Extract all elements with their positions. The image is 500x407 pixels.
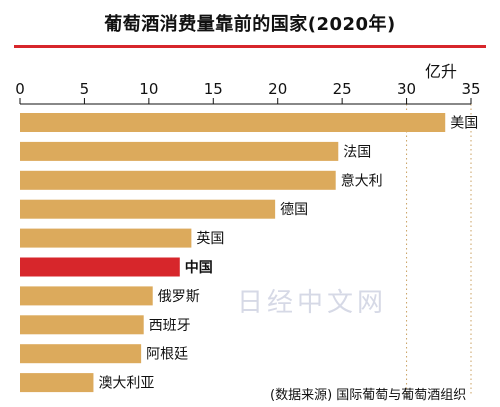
- axis-unit-label: 亿升: [425, 62, 458, 81]
- bar-8: [20, 344, 142, 364]
- bar-1: [20, 141, 339, 161]
- bar-label-3: 德国: [280, 202, 308, 218]
- bar-6: [20, 286, 153, 306]
- x-tick-label-20: 20: [268, 80, 287, 98]
- bar-label-6: 俄罗斯: [158, 289, 200, 305]
- bar-7: [20, 315, 144, 335]
- bar-3: [20, 199, 276, 219]
- bar-label-9: 澳大利亚: [98, 376, 154, 392]
- source-note: (数据来源) 国际葡萄与葡萄酒组织: [270, 388, 467, 403]
- bar-label-1: 法国: [343, 144, 371, 160]
- bar-5: [20, 257, 180, 277]
- bar-0: [20, 113, 446, 132]
- bar-label-4: 英国: [196, 230, 224, 247]
- bar-9: [20, 373, 94, 393]
- x-tick-label-10: 10: [139, 80, 158, 98]
- bar-label-0: 美国: [450, 116, 478, 132]
- bar-label-5: 中国: [185, 259, 213, 276]
- x-tick-label-0: 0: [15, 80, 25, 98]
- chart-title: 葡萄酒消费量靠前的国家(2020年): [104, 14, 396, 35]
- x-tick-label-25: 25: [333, 80, 352, 98]
- bar-label-7: 西班牙: [149, 318, 191, 334]
- bar-2: [20, 170, 336, 190]
- bar-label-2: 意大利: [341, 172, 383, 189]
- watermark: 日经中文网: [237, 288, 388, 318]
- title-rule: [14, 45, 486, 48]
- x-tick-label-5: 5: [80, 80, 90, 98]
- bar-label-8: 阿根廷: [146, 347, 188, 363]
- bar-4: [20, 228, 192, 248]
- x-tick-label-30: 30: [397, 80, 416, 98]
- x-tick-label-15: 15: [204, 80, 223, 98]
- x-tick-label-35: 35: [461, 80, 480, 98]
